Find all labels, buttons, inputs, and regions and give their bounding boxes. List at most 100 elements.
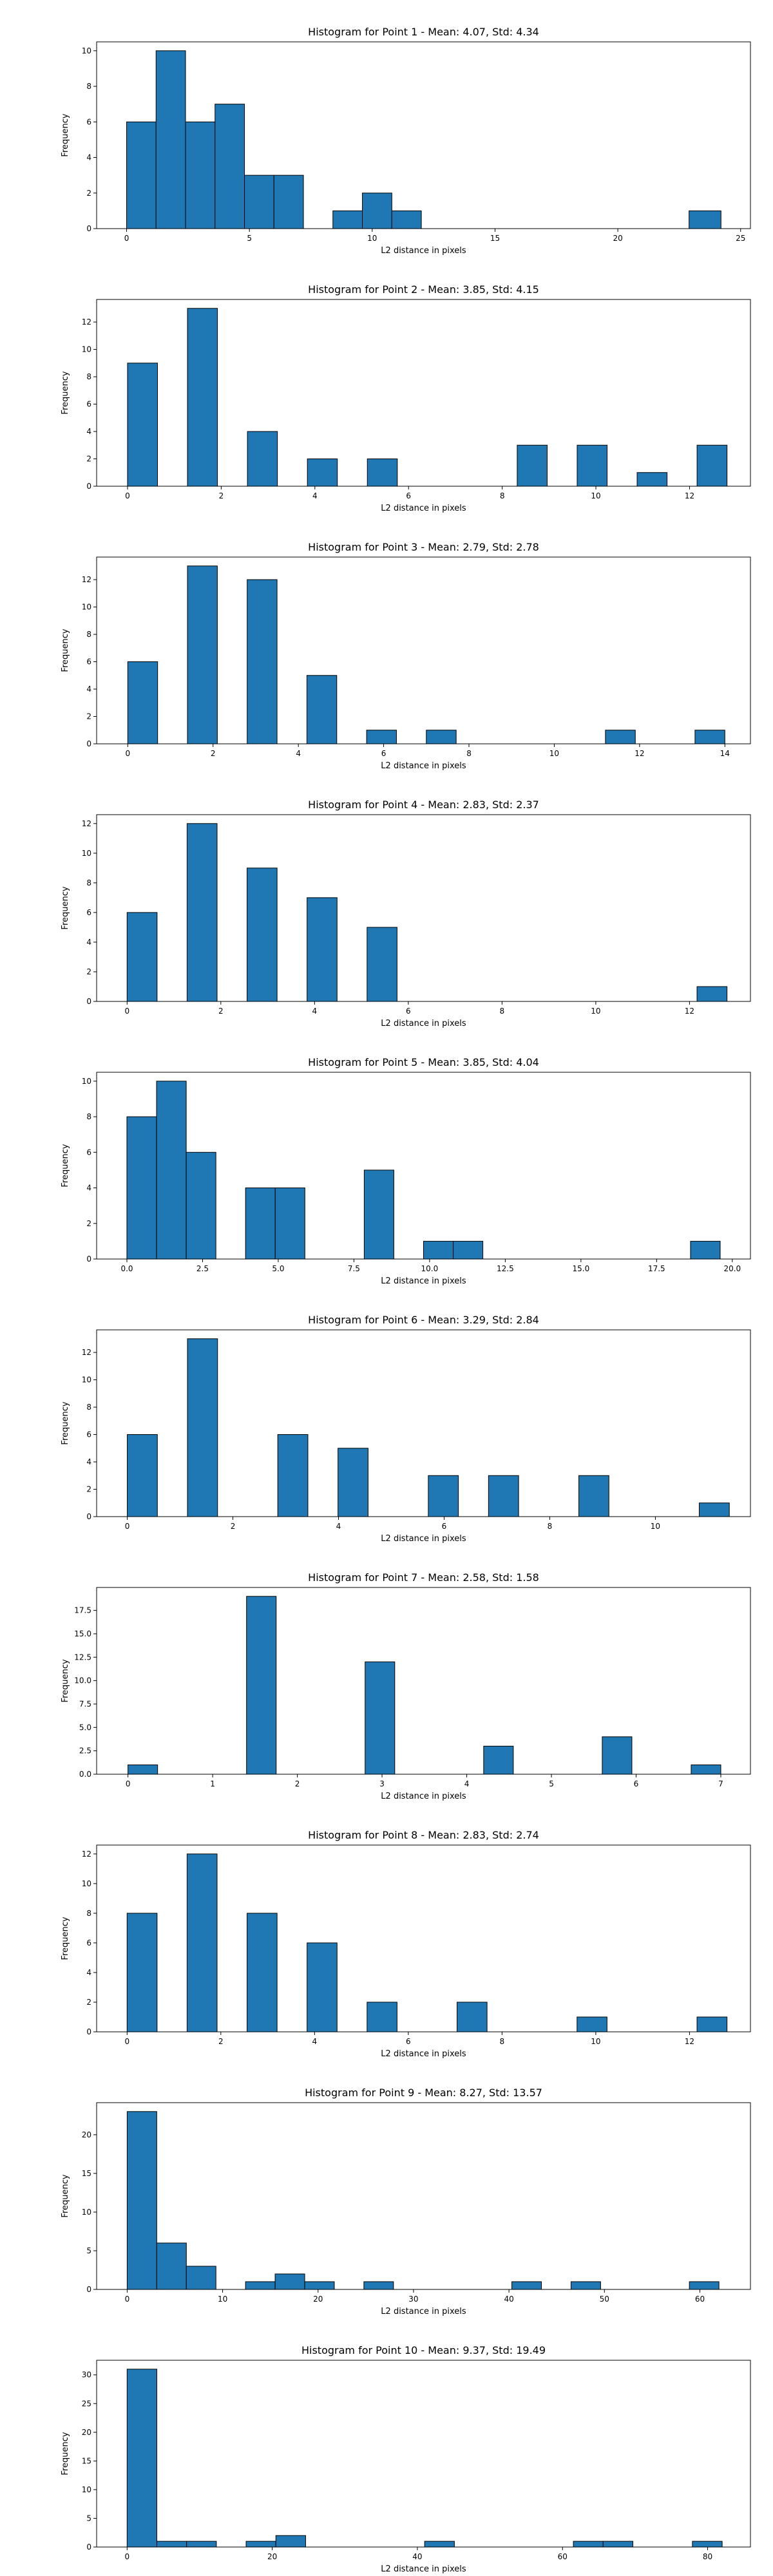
- x-tick-label: 7: [718, 1779, 723, 1788]
- histogram-bar: [126, 1116, 157, 1260]
- chart-title: Histogram for Point 10 - Mean: 9.37, Std…: [301, 2344, 546, 2356]
- y-tick-label: 2.5: [79, 1747, 91, 1756]
- chart-title: Histogram for Point 7 - Mean: 2.58, Std:…: [308, 1571, 539, 1584]
- y-tick-label: 4: [86, 685, 91, 694]
- y-tick-label: 15: [82, 2456, 91, 2465]
- y-tick-label: 2: [86, 455, 91, 464]
- y-tick-label: 0: [86, 2027, 91, 2036]
- x-tick-label: 0: [126, 1779, 131, 1788]
- histogram-bar: [573, 2541, 604, 2548]
- histogram-bar: [157, 2541, 187, 2548]
- y-tick-label: 20: [82, 2130, 91, 2139]
- chart-title: Histogram for Point 1 - Mean: 4.07, Std:…: [308, 26, 539, 38]
- histogram-panel-8: Histogram for Point 8 - Mean: 2.83, Std:…: [61, 1829, 751, 2059]
- x-axis-label: L2 distance in pixels: [381, 2564, 466, 2574]
- y-tick-label: 0.0: [79, 1770, 91, 1779]
- y-tick-label: 4: [86, 1457, 91, 1466]
- histogram-bar: [187, 308, 218, 487]
- histogram-bar: [307, 1942, 338, 2032]
- histogram-bar: [247, 431, 278, 487]
- histogram-bar: [126, 912, 158, 1002]
- x-tick-label: 2: [295, 1779, 300, 1788]
- x-tick-label: 15: [490, 234, 500, 243]
- y-tick-label: 2: [86, 189, 91, 198]
- histogram-bar: [304, 2281, 335, 2290]
- y-tick-label: 10: [82, 603, 91, 612]
- x-tick-label: 10.0: [421, 1264, 439, 1273]
- histogram-bar: [602, 1736, 633, 1775]
- histogram-bar: [187, 1338, 218, 1517]
- histogram-panel-1: Histogram for Point 1 - Mean: 4.07, Std:…: [61, 26, 751, 256]
- histogram-bar: [156, 2242, 187, 2290]
- histogram-bar: [689, 2281, 720, 2290]
- y-tick-label: 4: [86, 427, 91, 436]
- x-tick-label: 2: [231, 1522, 236, 1531]
- histogram-bar: [127, 1434, 158, 1517]
- histogram-bar: [245, 2281, 276, 2290]
- x-tick-label: 80: [703, 2552, 712, 2561]
- y-tick-label: 6: [86, 400, 91, 409]
- histogram-bar: [244, 175, 274, 229]
- x-tick-label: 12.5: [497, 1264, 514, 1273]
- histogram-bar: [517, 444, 548, 487]
- histogram-bar: [273, 175, 304, 229]
- y-tick-label: 10: [82, 1077, 91, 1086]
- y-axis-label: Frequency: [61, 2174, 70, 2217]
- y-tick-label: 0: [86, 1512, 91, 1521]
- histogram-bar: [453, 1240, 484, 1260]
- x-tick-label: 8: [500, 2037, 505, 2046]
- y-tick-label: 12: [82, 1348, 91, 1357]
- x-tick-label: 4: [336, 1522, 341, 1531]
- histogram-bar: [338, 1448, 368, 1517]
- histogram-bar: [127, 363, 158, 487]
- histogram-bar: [694, 730, 725, 744]
- x-tick-label: 3: [379, 1779, 385, 1788]
- x-tick-label: 10: [367, 234, 377, 243]
- x-tick-label: 40: [412, 2552, 422, 2561]
- histogram-bar: [247, 1913, 278, 2032]
- y-tick-label: 8: [86, 372, 91, 381]
- x-axis-label: L2 distance in pixels: [381, 2049, 466, 2059]
- x-tick-label: 8: [500, 1007, 505, 1016]
- histogram-bar: [126, 1913, 158, 2032]
- histogram-bar: [691, 1764, 721, 1775]
- x-tick-label: 6: [381, 749, 386, 758]
- y-axis-label: Frequency: [61, 1917, 70, 1960]
- histogram-bar: [247, 867, 278, 1002]
- x-tick-label: 0: [125, 1522, 130, 1531]
- x-tick-label: 7.5: [348, 1264, 360, 1273]
- histogram-bar: [391, 210, 422, 229]
- x-tick-label: 20: [313, 2295, 323, 2304]
- x-tick-label: 12: [635, 749, 644, 758]
- x-tick-label: 4: [296, 749, 301, 758]
- histogram-bar: [423, 1240, 454, 1260]
- chart-title: Histogram for Point 9 - Mean: 8.27, Std:…: [305, 2087, 542, 2099]
- x-axis-label: L2 distance in pixels: [381, 1019, 466, 1028]
- y-tick-label: 17.5: [74, 1606, 91, 1615]
- histogram-bar: [483, 1745, 514, 1775]
- histogram-panel-6: Histogram for Point 6 - Mean: 3.29, Std:…: [61, 1314, 751, 1544]
- y-tick-label: 0: [86, 482, 91, 491]
- chart-title: Histogram for Point 2 - Mean: 3.85, Std:…: [308, 283, 539, 296]
- x-axis-label: L2 distance in pixels: [381, 1276, 466, 1286]
- y-tick-label: 6: [86, 1148, 91, 1157]
- histogram-panel-3: Histogram for Point 3 - Mean: 2.79, Std:…: [61, 541, 751, 771]
- x-tick-label: 20: [267, 2552, 277, 2561]
- x-tick-label: 8: [466, 749, 472, 758]
- histogram-bar: [577, 444, 608, 487]
- x-tick-label: 6: [406, 1007, 411, 1016]
- plot-frame: [96, 556, 751, 744]
- histogram-bar: [128, 1764, 158, 1775]
- x-tick-label: 10: [591, 491, 600, 500]
- y-tick-label: 15.0: [74, 1629, 91, 1638]
- y-tick-label: 8: [86, 1909, 91, 1918]
- y-tick-label: 8: [86, 878, 91, 887]
- histogram-bar: [332, 210, 363, 229]
- histogram-bar: [156, 1081, 187, 1260]
- histogram-bar: [424, 2541, 455, 2548]
- x-tick-label: 10: [218, 2295, 227, 2304]
- x-tick-label: 0: [124, 2037, 129, 2046]
- histogram-panel-7: Histogram for Point 7 - Mean: 2.58, Std:…: [61, 1571, 751, 1801]
- y-tick-label: 0: [86, 224, 91, 233]
